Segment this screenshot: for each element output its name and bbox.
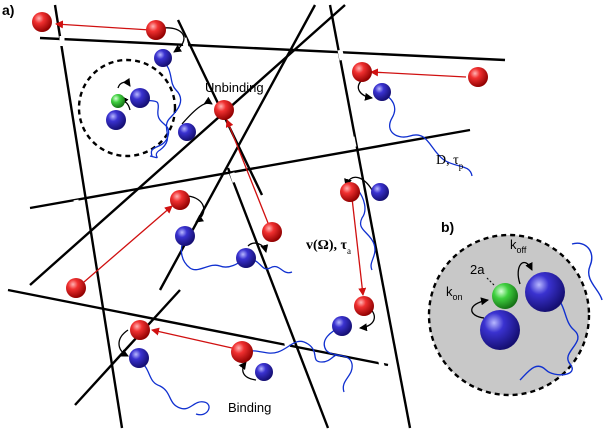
particles-panel-a [32,12,488,381]
filament [39,36,506,62]
k-on-text: k [446,284,453,299]
transition-arrow [238,361,257,381]
transition-arrow [117,77,131,89]
k-off-text: k [510,237,517,252]
transition-arrow [247,242,269,253]
transport-arrow [351,197,367,296]
k-on-label: kon [446,284,463,302]
green-particle [111,94,125,108]
velocity-label: v(Ω), τa [306,238,351,256]
k-on-arrow [471,297,489,319]
filament [7,288,389,367]
blue-particle [373,83,391,101]
blue-particle [175,226,195,246]
tether [149,57,182,159]
blue-particle [154,49,172,67]
red-particle [170,190,190,210]
filament [226,167,330,429]
diffusion-label: D, τp [436,153,464,171]
inset-blue-particle [480,310,520,350]
red-particle [66,278,86,298]
red-particle [352,62,372,82]
tethers [139,57,473,416]
red-particle [354,296,374,316]
radius-indicator [485,276,495,286]
transition-arrow [187,195,205,223]
transport-arrow [55,20,151,31]
transition-arrow [118,329,129,357]
panel-a-label: a) [2,2,14,18]
two-a-label: 2a [470,262,485,277]
unbinding-label: Unbinding [205,80,264,95]
transport-arrow [83,205,173,283]
transition-arrow [357,79,373,101]
transport-arrows [55,20,467,349]
red-particle [32,12,52,32]
inset-green-particle [492,283,518,309]
transition-arrow [181,96,213,125]
velocity-subscript: a [347,246,351,256]
blue-particle [255,363,273,381]
inset-panel [427,233,603,397]
blue-particle [129,348,149,368]
filament-network [7,4,506,429]
filament [74,289,181,406]
blue-particle [371,183,389,201]
red-particle [262,222,282,242]
inset-tether-outer [571,242,603,301]
filament [328,4,412,429]
red-particle [340,182,360,202]
filament [53,4,124,429]
reaction-radius-circle [77,58,177,158]
blue-particle [130,88,150,108]
filament [29,4,346,286]
inset-tether [519,291,579,381]
red-particle [468,67,488,87]
k-off-label: koff [510,237,527,255]
panel-b-label: b) [441,219,454,235]
red-particle [130,320,150,340]
blue-particle [332,316,352,336]
transition-arrow [162,27,185,53]
k-off-subscript: off [517,245,527,255]
filament [29,128,471,210]
red-particle [146,20,166,40]
velocity-text: v(Ω), τ [306,238,348,253]
k-on-subscript: on [453,292,463,302]
binding-label: Binding [228,400,271,415]
k-off-arrow [517,261,533,285]
blue-particle [106,110,126,130]
diffusion-text: D, τ [436,153,459,168]
inset-blue-particle [525,272,565,312]
transport-arrow [151,327,233,349]
transport-arrow [370,68,467,78]
red-particle [214,100,234,120]
red-particle [231,341,253,363]
transport-arrow [225,119,271,229]
crossing-gaps [59,36,386,371]
blue-particle [178,123,196,141]
diffusion-subscript: p [459,161,464,171]
blue-particle [236,248,256,268]
